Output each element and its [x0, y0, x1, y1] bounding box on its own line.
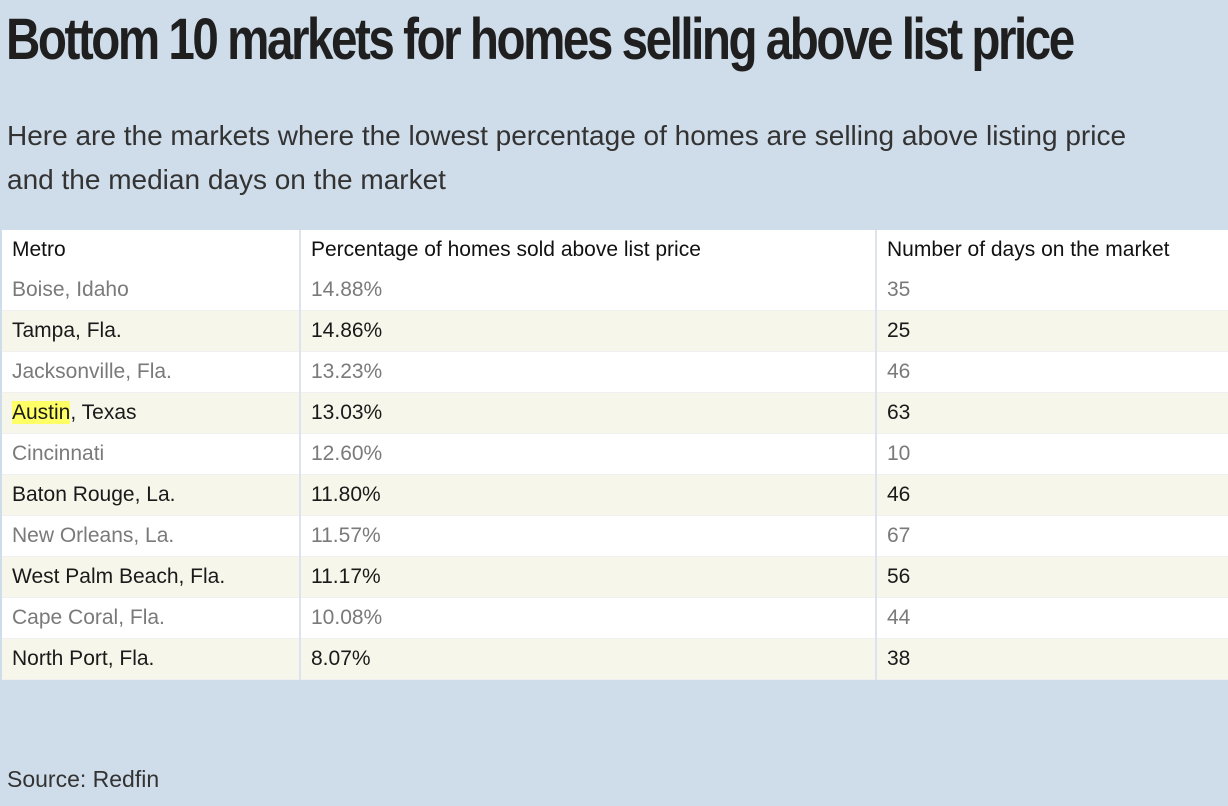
metro-text: , Texas	[70, 401, 137, 424]
metro-cell: Baton Rouge, La.	[2, 474, 300, 516]
table-row: West Palm Beach, Fla. 11.17% 56	[2, 556, 1228, 598]
days-cell: 46	[875, 474, 1228, 516]
percentage-cell: 13.23%	[299, 351, 876, 393]
data-table: Metro Percentage of homes sold above lis…	[2, 230, 1228, 680]
column-header-metro: Metro	[2, 230, 300, 270]
column-header-percentage: Percentage of homes sold above list pric…	[299, 230, 876, 270]
metro-cell: North Port, Fla.	[2, 638, 300, 680]
days-cell: 25	[875, 310, 1228, 352]
percentage-cell: 8.07%	[299, 638, 876, 680]
days-cell: 67	[875, 515, 1228, 557]
percentage-cell: 11.80%	[299, 474, 876, 516]
metro-cell: Cincinnati	[2, 433, 300, 475]
metro-cell: Jacksonville, Fla.	[2, 351, 300, 393]
table-row: Baton Rouge, La. 11.80% 46	[2, 474, 1228, 516]
table-header-row: Metro Percentage of homes sold above lis…	[2, 230, 1228, 270]
days-cell: 44	[875, 597, 1228, 639]
days-cell: 35	[875, 270, 1228, 311]
highlighted-text: Austin	[12, 401, 71, 424]
percentage-cell: 11.57%	[299, 515, 876, 557]
table-row: Cape Coral, Fla. 10.08% 44	[2, 597, 1228, 639]
percentage-cell: 11.17%	[299, 556, 876, 598]
table-row: Cincinnati 12.60% 10	[2, 433, 1228, 475]
table-row: Jacksonville, Fla. 13.23% 46	[2, 351, 1228, 393]
percentage-cell: 12.60%	[299, 433, 876, 475]
chart-title: Bottom 10 markets for homes selling abov…	[6, 7, 1075, 72]
percentage-cell: 10.08%	[299, 597, 876, 639]
metro-cell: Boise, Idaho	[2, 270, 300, 311]
metro-cell: Austin, Texas	[2, 392, 300, 434]
column-header-days: Number of days on the market	[875, 230, 1228, 270]
days-cell: 46	[875, 351, 1228, 393]
chart-subtitle: Here are the markets where the lowest pe…	[7, 120, 1127, 195]
days-cell: 38	[875, 638, 1228, 680]
table-row: New Orleans, La. 11.57% 67	[2, 515, 1228, 557]
percentage-cell: 13.03%	[299, 392, 876, 434]
metro-cell: West Palm Beach, Fla.	[2, 556, 300, 598]
table-row: Tampa, Fla. 14.86% 25	[2, 310, 1228, 352]
metro-cell: Tampa, Fla.	[2, 310, 300, 352]
source-note: Source: Redfin	[7, 766, 160, 792]
table-row: Boise, Idaho 14.88% 35	[2, 270, 1228, 311]
percentage-cell: 14.88%	[299, 270, 876, 311]
days-cell: 10	[875, 433, 1228, 475]
percentage-cell: 14.86%	[299, 310, 876, 352]
metro-cell: New Orleans, La.	[2, 515, 300, 557]
days-cell: 56	[875, 556, 1228, 598]
metro-cell: Cape Coral, Fla.	[2, 597, 300, 639]
table-row: Austin, Texas 13.03% 63	[2, 392, 1228, 434]
days-cell: 63	[875, 392, 1228, 434]
table-row: North Port, Fla. 8.07% 38	[2, 638, 1228, 680]
